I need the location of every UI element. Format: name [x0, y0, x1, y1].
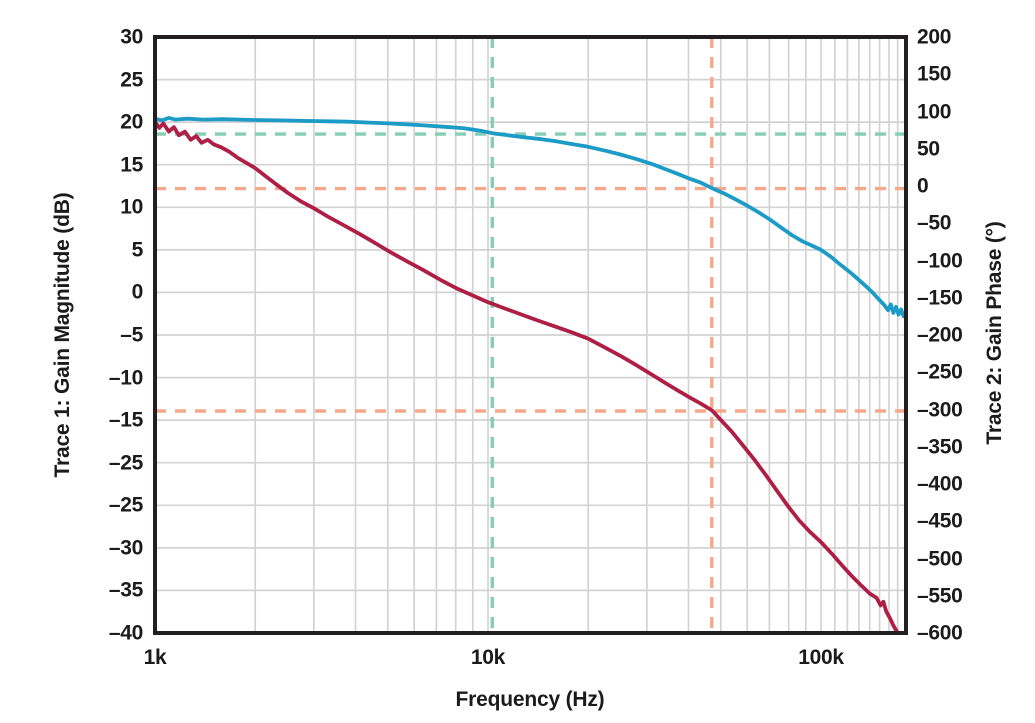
left-axis-title: Trace 1: Gain Magnitude (dB) [51, 192, 74, 478]
left-axis-tick-label: 10 [120, 195, 143, 219]
x-axis-tick-label: 1k [143, 646, 167, 669]
left-axis-tick-label: –40 [108, 621, 143, 645]
left-axis-tick-label: –10 [108, 366, 143, 390]
right-axis-tick-label: –300 [917, 398, 963, 421]
right-axis-tick-label: –150 [917, 286, 963, 310]
trace-left [155, 116, 906, 319]
right-axis-title: Trace 2: Gain Phase (°) [983, 221, 1006, 445]
left-axis-tick-label: –30 [108, 536, 143, 560]
left-axis-tick-label: 15 [120, 153, 143, 177]
right-axis-tick-label: 150 [917, 62, 952, 86]
left-axis-tick-label: –15 [108, 408, 143, 432]
right-axis-tick-label: –100 [917, 249, 963, 272]
x-axis-tick-label: 10k [470, 646, 506, 669]
right-axis-tick-label: –500 [917, 547, 963, 570]
right-axis-tick-label: –50 [917, 211, 952, 235]
right-axis-tick-label: 50 [917, 137, 940, 161]
left-axis-tick-label: 5 [131, 238, 144, 262]
left-axis-tick-label: 20 [120, 110, 143, 134]
right-axis-tick-label: –450 [917, 509, 963, 533]
left-axis-tick-label: –25 [108, 493, 143, 517]
right-axis-tick-label: 0 [917, 174, 929, 198]
left-axis-tick-label: 25 [120, 68, 143, 92]
left-axis-tick-label: –25 [108, 451, 143, 475]
x-axis-tick-label: 100k [798, 646, 844, 669]
left-axis-tick-label: 30 [120, 25, 143, 49]
trace-right [155, 120, 900, 633]
right-axis-tick-label: –550 [917, 584, 963, 608]
left-axis-tick-label: 0 [131, 280, 144, 304]
left-axis-tick-label: –35 [108, 578, 143, 602]
right-axis-tick-label: –250 [917, 360, 963, 384]
x-axis-title: Frequency (Hz) [455, 688, 605, 711]
right-axis-tick-label: –600 [917, 621, 963, 645]
right-axis-tick-label: 200 [917, 25, 952, 49]
right-axis-tick-label: –350 [917, 435, 963, 459]
left-axis-tick-label: –5 [120, 323, 143, 347]
right-axis-tick-label: –400 [917, 472, 963, 496]
plot-frame [153, 35, 908, 635]
right-axis-tick-label: –200 [917, 323, 963, 347]
right-axis-tick-label: 100 [917, 100, 952, 123]
